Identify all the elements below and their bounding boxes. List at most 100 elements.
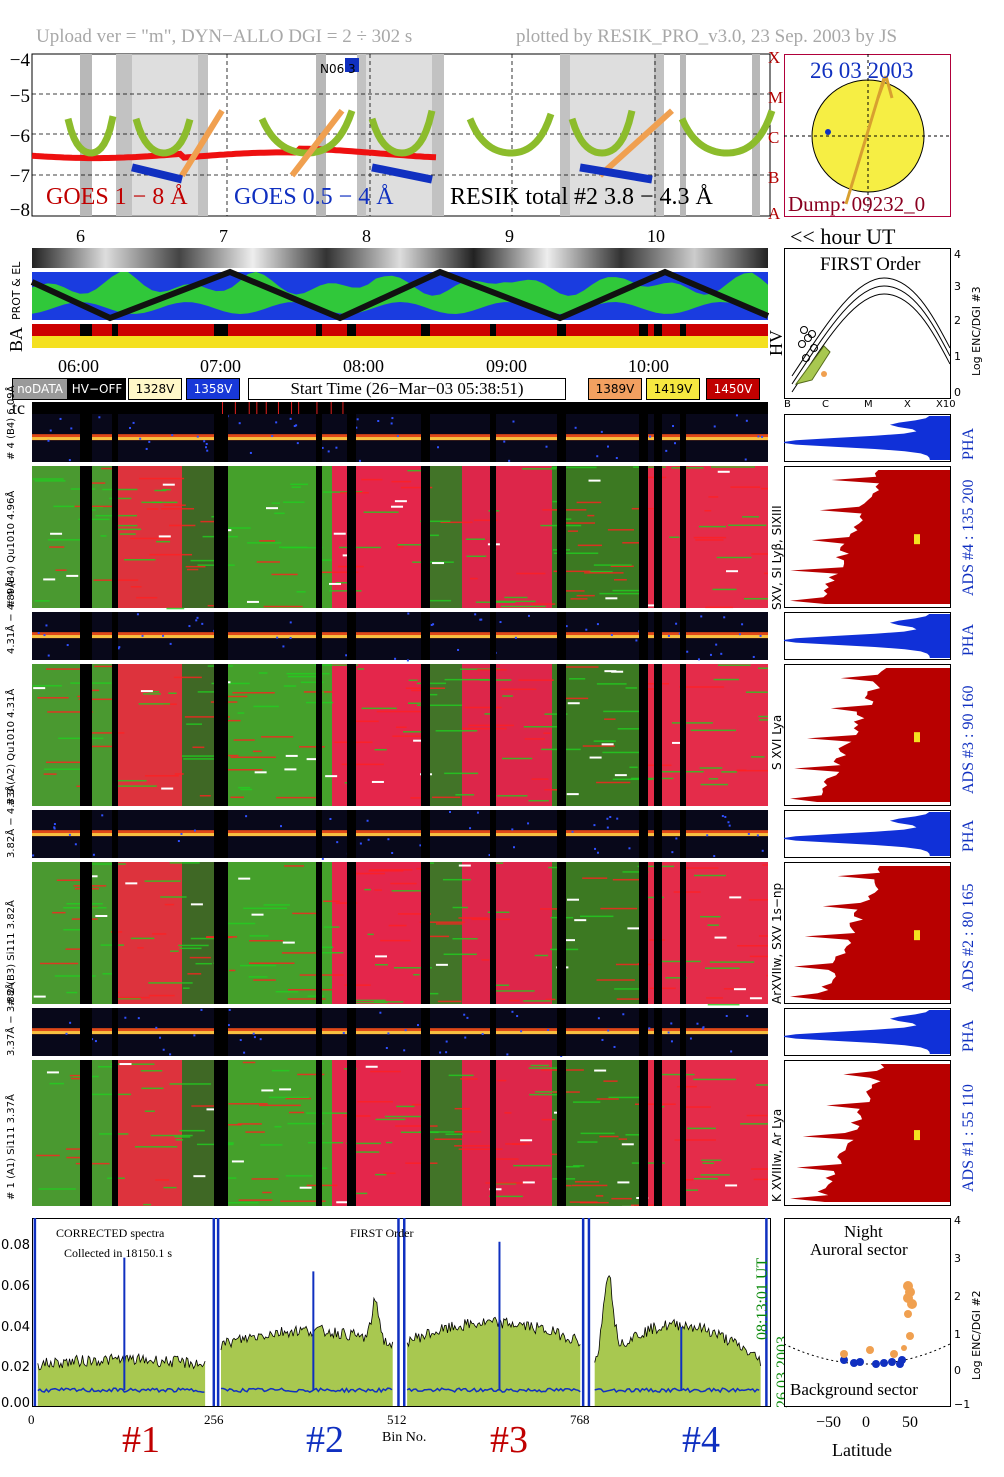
pha-noise	[476, 811, 479, 814]
gap-column	[421, 1060, 430, 1206]
spectrogram-streak	[55, 569, 67, 571]
pha-noise	[613, 1045, 616, 1048]
pha-noise	[601, 1038, 604, 1041]
spectrogram-streak	[408, 702, 425, 705]
spectrogram-streak	[751, 1168, 768, 1170]
pha-noise	[252, 1032, 255, 1035]
spectrogram-streak	[416, 682, 447, 685]
spectrogram-streak	[82, 482, 106, 484]
spectrogram-streak	[155, 1179, 170, 1181]
pha-noise	[193, 1034, 196, 1037]
spectrogram-streak	[143, 693, 161, 695]
first-order-y-axis: 4 3 2 1 0	[954, 248, 968, 400]
sp-y-tick: 0.02	[1, 1360, 30, 1375]
spectrogram-streak	[207, 604, 214, 607]
gap-column	[316, 414, 322, 462]
spectrogram-streak	[285, 1097, 312, 1100]
pha-noise	[730, 1050, 733, 1053]
spectrogram-streak	[580, 915, 614, 918]
pha-noise	[622, 1013, 625, 1016]
spectrogram-block	[462, 1060, 552, 1206]
nodata-key: noDATA	[12, 378, 68, 400]
gap-column	[214, 466, 228, 608]
spectrogram-streak	[249, 939, 284, 942]
gap-column	[316, 1060, 322, 1206]
spectrogram-streak	[466, 555, 487, 558]
spectrogram-block	[332, 862, 421, 1004]
pha-noise	[201, 622, 204, 625]
pha-noise	[155, 1026, 158, 1029]
spectrogram-streak	[63, 928, 83, 931]
spectrogram-streak	[144, 775, 179, 777]
ch2-pha-tag: PHA	[960, 819, 977, 852]
pha-noise	[275, 421, 278, 424]
pha-noise	[499, 621, 502, 624]
spectrogram-streak	[548, 866, 561, 869]
spectrogram-streak	[175, 1139, 184, 1141]
spectrogram-streak	[229, 969, 236, 972]
spectrogram-white	[125, 882, 138, 885]
pha-noise	[289, 637, 292, 640]
spectrogram-streak	[753, 1178, 768, 1181]
gap-column	[639, 466, 648, 608]
spectrogram-streak	[397, 913, 431, 915]
spectrogram-streak	[625, 1134, 644, 1136]
pha-noise	[227, 1024, 230, 1027]
spectrogram-streak	[288, 1111, 305, 1114]
spectrogram-streak	[136, 596, 158, 599]
channel-tag-2: #2	[306, 1419, 344, 1461]
spectrogram-streak	[240, 964, 277, 967]
spectrogram-streak	[115, 996, 150, 999]
gap-column	[654, 612, 662, 660]
spectrogram-streak	[215, 1201, 259, 1204]
spectrogram-streak	[494, 600, 536, 603]
spectrogram-streak	[299, 746, 325, 748]
spectrogram-streak	[263, 605, 303, 608]
tc-tick	[234, 402, 236, 414]
spectrogram-streak	[49, 1082, 65, 1085]
spectrogram-streak	[195, 962, 213, 965]
pha-band-core	[32, 1031, 768, 1035]
spectrogram-streak	[495, 862, 504, 864]
pha-noise	[139, 437, 142, 440]
spectrogram-streak	[497, 795, 528, 797]
pha-histogram	[784, 416, 950, 460]
spectrogram-streak	[552, 1091, 580, 1093]
spectrogram-streak	[444, 678, 490, 681]
spectrogram-streak	[370, 1070, 401, 1073]
gap-column	[347, 466, 356, 608]
spectrogram-streak	[397, 544, 422, 546]
spectrogram-streak	[562, 590, 585, 592]
spectrogram-white	[717, 470, 730, 473]
spectrogram-streak	[516, 572, 546, 575]
resik-curve	[568, 109, 636, 157]
first-order-x-axis: B C M X X10	[784, 399, 956, 413]
spectrogram-streak	[553, 552, 599, 555]
spectrogram-streak	[572, 1184, 608, 1187]
gap-column	[654, 862, 662, 1004]
spectrogram-block	[648, 862, 768, 1004]
spectrogram-streak	[500, 605, 546, 608]
spectrogram-streak	[608, 1096, 648, 1099]
spectrogram-streak	[420, 520, 451, 523]
pha-noise	[94, 1040, 97, 1043]
gap-column	[112, 862, 118, 1004]
gap-column	[680, 466, 686, 608]
tc-strip	[32, 402, 768, 414]
gap-column	[80, 612, 92, 660]
eclipse-band	[680, 54, 686, 216]
gap-column	[490, 810, 496, 858]
spectrogram-streak	[287, 1122, 325, 1125]
spectrogram-streak	[452, 938, 478, 940]
spectrogram-streak	[582, 745, 615, 747]
pha-noise	[481, 1033, 484, 1036]
spectrogram-streak	[400, 1131, 439, 1134]
spectrogram-streak	[500, 688, 537, 691]
spectrogram-white	[726, 570, 739, 573]
spectrogram-streak	[168, 692, 177, 695]
spectrogram-block	[32, 466, 116, 608]
spectrogram-streak	[501, 757, 533, 760]
spectrogram-streak	[220, 719, 241, 722]
lat-y-tick: −1	[954, 1398, 971, 1411]
spectrogram-streak	[582, 877, 608, 879]
